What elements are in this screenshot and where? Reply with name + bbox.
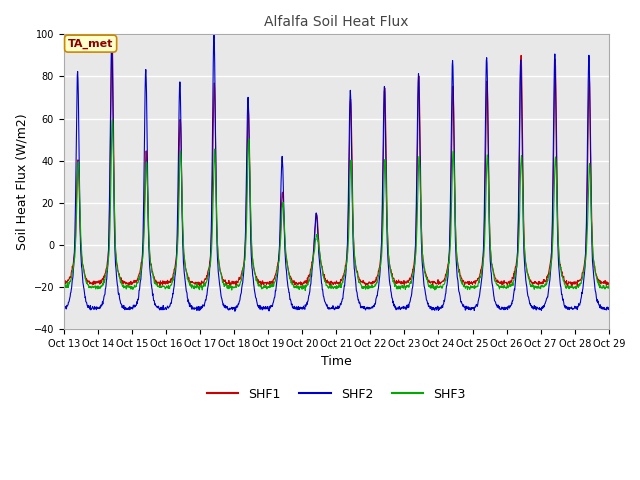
Legend: SHF1, SHF2, SHF3: SHF1, SHF2, SHF3 (202, 383, 470, 406)
Line: SHF3: SHF3 (64, 120, 609, 290)
SHF3 (323, 283, 330, 288)
Y-axis label: Soil Heat Flux (W/m2): Soil Heat Flux (W/m2) (15, 114, 28, 250)
SHF2 (605, 305, 612, 311)
SHF3 (109, 117, 116, 122)
SHF2 (323, 303, 330, 309)
SHF1 (323, 279, 330, 285)
X-axis label: Time: Time (321, 355, 351, 368)
Title: Alfalfa Soil Heat Flux: Alfalfa Soil Heat Flux (264, 15, 408, 29)
SHF3 (312, 233, 320, 239)
SHF1 (598, 280, 606, 286)
SHF2 (545, 282, 553, 288)
SHF1 (156, 283, 164, 288)
SHF2 (145, 248, 153, 253)
SHF1 (145, 248, 153, 253)
SHF1 (605, 281, 612, 287)
SHF2 (231, 308, 239, 314)
SHF3 (301, 288, 309, 293)
SHF3 (145, 243, 153, 249)
Line: SHF1: SHF1 (64, 35, 609, 286)
SHF3 (605, 283, 612, 288)
SHF1 (108, 32, 116, 37)
SHF2 (465, 306, 473, 312)
Line: SHF2: SHF2 (64, 35, 609, 311)
SHF1 (545, 267, 553, 273)
SHF3 (60, 286, 68, 292)
SHF1 (60, 278, 68, 284)
SHF2 (312, 210, 320, 216)
SHF2 (210, 32, 218, 37)
SHF1 (465, 278, 473, 284)
SHF2 (60, 307, 68, 312)
SHF3 (545, 272, 553, 277)
SHF3 (598, 285, 606, 291)
Text: TA_met: TA_met (68, 38, 113, 49)
SHF3 (465, 286, 473, 291)
SHF1 (312, 211, 320, 216)
SHF2 (598, 305, 606, 311)
